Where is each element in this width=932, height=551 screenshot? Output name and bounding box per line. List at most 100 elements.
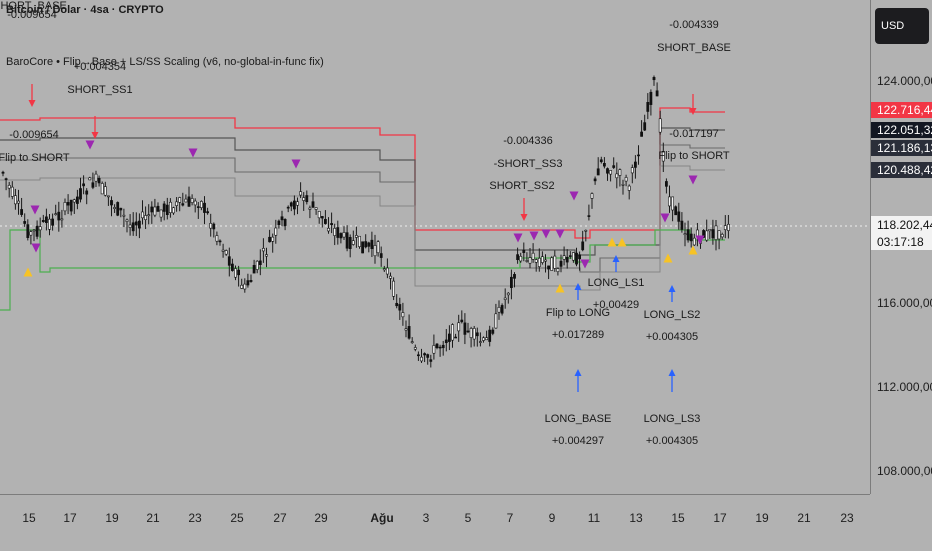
candle-body <box>172 207 175 214</box>
candle-body <box>44 216 48 223</box>
candle-body <box>683 233 687 236</box>
candle-body <box>413 347 417 350</box>
short-arrow-icon <box>91 132 99 139</box>
long-marker-icon <box>617 237 627 247</box>
candle-body <box>178 197 182 203</box>
candle-body <box>339 233 343 239</box>
candle-body <box>265 254 268 257</box>
candle-body <box>643 122 647 131</box>
candle-body <box>29 231 33 236</box>
candle-body <box>41 220 45 223</box>
candle-body <box>190 198 194 203</box>
candle-body <box>525 260 529 262</box>
candle-body <box>441 344 445 349</box>
symbol-title[interactable]: Bitcoin / Dolar · 4sa · CRYPTO <box>6 4 164 16</box>
candle-body <box>609 170 613 175</box>
candle-body <box>367 242 371 247</box>
currency-button[interactable]: USD <box>875 8 929 44</box>
annotation-long-base-value: +0.004297 <box>551 435 605 447</box>
candle-body <box>358 235 361 247</box>
short-marker-icon <box>513 233 523 243</box>
chart-canvas[interactable] <box>0 0 870 494</box>
time-axis[interactable]: 15 17 19 21 23 25 27 29 Ağu 3 5 7 9 11 1… <box>0 494 870 551</box>
time-tick: 23 <box>840 511 854 525</box>
candle-body <box>407 326 411 339</box>
candle-body <box>565 256 569 263</box>
candle-body <box>506 292 510 296</box>
candle-body <box>308 207 312 210</box>
candle-body <box>209 223 213 229</box>
candle-body <box>212 223 216 230</box>
candle-body <box>457 322 461 332</box>
candle-body <box>708 229 712 232</box>
short-marker-icon <box>688 175 698 185</box>
candle-body <box>274 227 278 236</box>
candle-body <box>432 345 436 354</box>
candle-body <box>302 197 306 201</box>
candle-body <box>113 207 117 209</box>
annotation-short-base: SHORT_BASE <box>0 0 67 12</box>
time-tick: 15 <box>22 511 36 525</box>
candle-body <box>255 260 259 270</box>
time-tick: 27 <box>273 511 287 525</box>
candle-body <box>327 227 330 232</box>
candle-body <box>385 267 389 275</box>
annotation-ls2: LONG_LS2 <box>643 309 701 321</box>
chart-area[interactable]: Bitcoin / Dolar · 4sa · CRYPTO BaroCore … <box>0 0 870 494</box>
candle-body <box>261 248 265 252</box>
candle-body <box>134 221 138 226</box>
candle-body <box>454 336 458 339</box>
countdown-box: 03:17:18 <box>871 234 932 250</box>
annotation-ls3: LONG_LS3 <box>643 413 701 425</box>
candle-body <box>320 216 324 219</box>
candle-body <box>689 233 693 242</box>
candle-body <box>488 329 492 342</box>
time-tick: 19 <box>755 511 769 525</box>
candle-body <box>85 190 89 195</box>
candle-body <box>658 118 662 133</box>
annotation-ss3: -SHORT_SS3 <box>493 158 563 170</box>
candle-body <box>234 268 237 278</box>
candle-body <box>584 229 588 232</box>
candle-body <box>392 280 396 297</box>
time-tick: 19 <box>105 511 119 525</box>
short-marker-icon <box>291 159 301 169</box>
candle-body <box>460 319 464 323</box>
annotation-short-base-2: SHORT_BASE <box>657 42 731 54</box>
price-axis[interactable]: USD 124.000,00 122.716,44 122.051,32 121… <box>870 0 932 494</box>
candle-body <box>97 177 101 184</box>
mid-level-line-3 <box>0 165 725 291</box>
candle-body <box>110 200 113 206</box>
candle-body <box>26 224 30 238</box>
candle-body <box>379 253 383 258</box>
annotation-ss2: SHORT_SS2 <box>489 180 555 192</box>
candle-body <box>17 200 20 204</box>
candle-body <box>513 274 516 279</box>
candle-body <box>231 263 234 271</box>
candle-body <box>187 196 191 207</box>
candle-body <box>51 218 55 226</box>
annotation-flip-short: Flip to SHORT <box>0 152 70 164</box>
indicator-title[interactable]: BaroCore • Flip→Base + LS/SS Scaling (v6… <box>6 56 324 68</box>
candle-body <box>66 202 70 206</box>
candle-body <box>640 131 644 137</box>
long-marker-icon <box>555 283 565 293</box>
short-marker-icon <box>555 229 565 239</box>
candle-body <box>153 206 157 216</box>
candle-body <box>559 260 563 267</box>
candle-body <box>686 229 690 241</box>
time-tick: 3 <box>422 511 430 525</box>
candle-body <box>621 184 625 186</box>
time-tick: 15 <box>671 511 685 525</box>
candle-body <box>336 227 340 238</box>
candle-body <box>159 209 163 218</box>
annotation-ls1-value: +0.00429 <box>592 299 640 311</box>
time-tick: 9 <box>548 511 556 525</box>
time-tick: 7 <box>506 511 514 525</box>
candle-body <box>54 213 58 215</box>
candle-body <box>268 236 272 243</box>
candle-body <box>165 204 169 215</box>
candle-body <box>717 230 721 240</box>
candle-body <box>94 173 98 182</box>
candle-body <box>162 203 166 212</box>
